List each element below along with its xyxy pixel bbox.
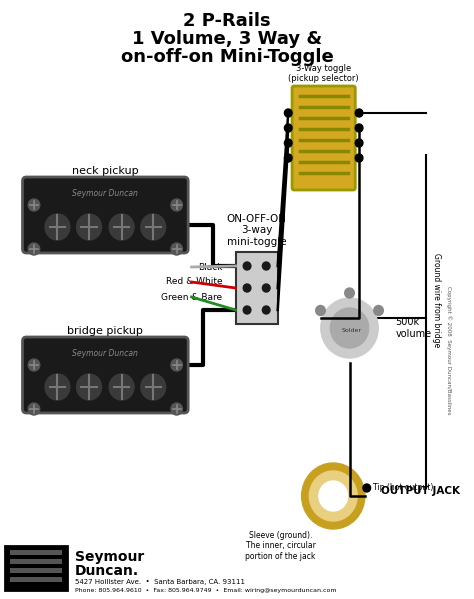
Circle shape bbox=[284, 154, 292, 162]
Text: 1 Volume, 3 Way &: 1 Volume, 3 Way & bbox=[132, 30, 322, 48]
Circle shape bbox=[284, 109, 292, 117]
Circle shape bbox=[345, 288, 354, 298]
Circle shape bbox=[28, 199, 40, 211]
Circle shape bbox=[284, 124, 292, 132]
Circle shape bbox=[310, 471, 357, 521]
Text: on-off-on Mini-Toggle: on-off-on Mini-Toggle bbox=[120, 48, 333, 66]
Circle shape bbox=[45, 374, 70, 400]
Bar bbox=[9, 577, 62, 582]
Circle shape bbox=[321, 298, 378, 358]
Text: Red & White: Red & White bbox=[165, 277, 222, 286]
Circle shape bbox=[263, 284, 270, 292]
Text: Seymour Duncan: Seymour Duncan bbox=[73, 189, 138, 198]
Circle shape bbox=[356, 109, 363, 117]
Text: Sleeve (ground).
The inner, circular
portion of the jack: Sleeve (ground). The inner, circular por… bbox=[246, 531, 316, 561]
Circle shape bbox=[243, 306, 251, 314]
FancyBboxPatch shape bbox=[292, 86, 356, 190]
Circle shape bbox=[356, 154, 363, 162]
Text: Tip (hot output): Tip (hot output) bbox=[373, 483, 433, 492]
Text: OUTPUT JACK: OUTPUT JACK bbox=[381, 486, 460, 496]
Circle shape bbox=[45, 214, 70, 240]
Text: bridge pickup: bridge pickup bbox=[67, 326, 143, 336]
Circle shape bbox=[284, 139, 292, 147]
Text: neck pickup: neck pickup bbox=[72, 166, 139, 176]
Circle shape bbox=[301, 463, 365, 529]
Bar bbox=[9, 568, 62, 573]
Circle shape bbox=[109, 214, 134, 240]
Circle shape bbox=[77, 214, 101, 240]
Circle shape bbox=[171, 359, 182, 371]
FancyBboxPatch shape bbox=[22, 177, 188, 253]
Circle shape bbox=[171, 243, 182, 255]
Text: Ground wire from bridge: Ground wire from bridge bbox=[432, 253, 441, 347]
Circle shape bbox=[263, 262, 270, 270]
Text: Duncan.: Duncan. bbox=[75, 564, 139, 578]
Text: Solder: Solder bbox=[341, 328, 362, 332]
Text: 3-Way toggle
(pickup selector): 3-Way toggle (pickup selector) bbox=[288, 63, 359, 83]
Circle shape bbox=[141, 374, 166, 400]
Text: Black: Black bbox=[198, 262, 222, 271]
Circle shape bbox=[363, 484, 371, 492]
Circle shape bbox=[28, 359, 40, 371]
Circle shape bbox=[77, 374, 101, 400]
Text: 2 P-Rails: 2 P-Rails bbox=[183, 12, 271, 30]
Bar bbox=[9, 559, 62, 564]
Text: Phone: 805.964.9610  •  Fax: 805.964.9749  •  Email: wiring@seymourduncan.com: Phone: 805.964.9610 • Fax: 805.964.9749 … bbox=[75, 588, 336, 593]
Text: Seymour Duncan: Seymour Duncan bbox=[73, 349, 138, 358]
Circle shape bbox=[28, 403, 40, 415]
Text: 500k
volume: 500k volume bbox=[395, 317, 432, 339]
Text: Seymour: Seymour bbox=[75, 550, 144, 564]
Text: 5427 Hollister Ave.  •  Santa Barbara, CA. 93111: 5427 Hollister Ave. • Santa Barbara, CA.… bbox=[75, 579, 245, 585]
Bar bbox=[5, 546, 67, 590]
Text: Copyright © 2008  Seymour Duncan/Basslines: Copyright © 2008 Seymour Duncan/Bassline… bbox=[447, 286, 452, 415]
Bar bbox=[236, 252, 278, 324]
Circle shape bbox=[374, 305, 383, 316]
FancyBboxPatch shape bbox=[22, 337, 188, 413]
Bar bbox=[9, 550, 62, 555]
Circle shape bbox=[109, 374, 134, 400]
Circle shape bbox=[356, 139, 363, 147]
Circle shape bbox=[330, 308, 369, 348]
Text: Green & Bare: Green & Bare bbox=[161, 292, 222, 301]
Circle shape bbox=[319, 481, 347, 511]
Circle shape bbox=[28, 243, 40, 255]
Text: ON-OFF-ON
3-way
mini-toggle: ON-OFF-ON 3-way mini-toggle bbox=[227, 214, 287, 247]
Circle shape bbox=[171, 403, 182, 415]
Circle shape bbox=[356, 124, 363, 132]
Circle shape bbox=[141, 214, 166, 240]
Circle shape bbox=[263, 306, 270, 314]
Circle shape bbox=[316, 305, 325, 316]
Circle shape bbox=[243, 284, 251, 292]
Circle shape bbox=[243, 262, 251, 270]
Circle shape bbox=[171, 199, 182, 211]
